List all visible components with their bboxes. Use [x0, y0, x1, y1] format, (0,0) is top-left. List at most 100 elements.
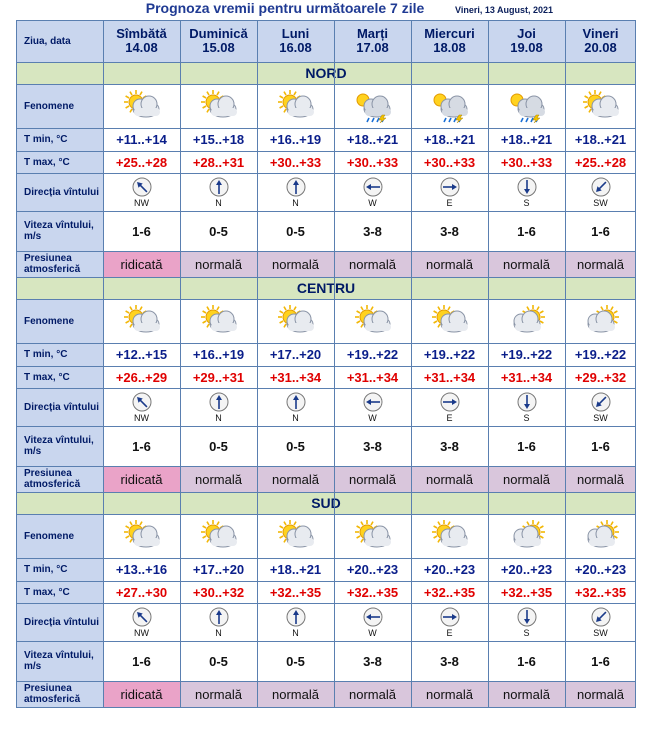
pressure-value: ridicată [103, 251, 180, 277]
partly-cloudy-sun-icon [354, 520, 391, 548]
tmin-value: +16..+19 [192, 347, 245, 362]
tmax-value: +30..+33 [500, 154, 553, 170]
grid-line [16, 707, 636, 708]
weather-cell [411, 514, 488, 558]
partly-cloudy-sun-icon [431, 305, 468, 333]
wind-speed-value: 3-8 [440, 438, 459, 454]
wind-speed-value: 1-6 [591, 438, 610, 454]
wind-direction-label: S [523, 197, 530, 208]
wind-direction-label: E [446, 197, 453, 208]
row-label-wind-dir: Direcția vîntului [16, 388, 103, 426]
wind-direction-label: N [292, 627, 299, 638]
storm-cloud-rain-icon [510, 93, 545, 123]
wind-direction-label: W [368, 627, 377, 638]
grid-line [16, 388, 636, 389]
compass-icon [591, 177, 610, 196]
wind-direction-cell: NW [103, 173, 180, 211]
row-label-wind-speed: Viteza vîntului, m/s [16, 426, 103, 466]
pressure-value: normală [334, 681, 411, 707]
day-name: Duminică [189, 26, 248, 41]
row-label-phenomena: Fenomene [16, 514, 103, 558]
tmax-value: +30..+33 [423, 154, 476, 170]
wind-direction-cell: N [257, 388, 334, 426]
sun-cloudy-icon [587, 520, 619, 548]
day-name: Luni [281, 26, 310, 41]
tmax-value: +25..+28 [574, 154, 627, 170]
day-header-6: Joi 19.08 [488, 20, 565, 62]
wind-direction-cell: SW [565, 173, 636, 211]
day-name: Marți [356, 26, 389, 41]
tmin-value: +18..+21 [423, 132, 476, 147]
tmax-value: +28..+31 [192, 154, 245, 170]
grid-line [16, 581, 636, 582]
weather-cell [257, 514, 334, 558]
grid-line [16, 343, 636, 344]
weather-cell [103, 514, 180, 558]
tmin-value: +20..+23 [500, 562, 553, 577]
grid-line [16, 681, 636, 682]
wind-direction-cell: NW [103, 603, 180, 641]
grid-line [257, 20, 258, 707]
day-date: 14.08 [125, 40, 158, 55]
wind-speed-value: 3-8 [363, 438, 382, 454]
wind-direction-cell: W [334, 173, 411, 211]
compass-icon [517, 392, 536, 411]
partly-cloudy-sun-icon [277, 520, 314, 548]
row-label-tmin: T min, °C [16, 343, 103, 366]
sun-cloudy-icon [513, 305, 545, 333]
partly-cloudy-sun-icon [123, 520, 160, 548]
tmax-value: +27..+30 [115, 584, 168, 600]
wind-speed-value: 3-8 [363, 653, 382, 669]
wind-direction-label: S [523, 412, 530, 423]
tmin-value: +20..+23 [423, 562, 476, 577]
weather-cell [334, 514, 411, 558]
weather-cell [334, 299, 411, 343]
tmax-value: +31..+34 [500, 369, 553, 385]
grid-line [16, 251, 636, 252]
wind-speed-value: 3-8 [440, 653, 459, 669]
weather-cell [257, 299, 334, 343]
tmax-value: +32..+35 [574, 584, 627, 600]
wind-direction-cell: S [488, 603, 565, 641]
wind-direction-cell: S [488, 173, 565, 211]
day-header-1: Sîmbătă 14.08 [103, 20, 180, 62]
grid-line [16, 128, 636, 129]
compass-icon [286, 177, 305, 196]
tmin-value: +19..+22 [574, 347, 627, 362]
pressure-value: normală [180, 466, 257, 492]
day-header-7: Vineri 20.08 [565, 20, 636, 62]
partly-cloudy-sun-icon [123, 90, 160, 118]
day-date: 20.08 [584, 40, 617, 55]
storm-cloud-rain-icon [433, 93, 468, 123]
grid-line [16, 366, 636, 367]
wind-speed-value: 1-6 [132, 223, 151, 239]
tmin-value: +16..+19 [269, 132, 322, 147]
compass-icon [132, 177, 151, 196]
wind-direction-label: NW [134, 197, 149, 208]
grid-line [16, 84, 636, 85]
wind-direction-cell: E [411, 603, 488, 641]
partly-cloudy-sun-icon [277, 305, 314, 333]
tmin-value: +17..+20 [269, 347, 322, 362]
pressure-value: normală [488, 251, 565, 277]
wind-direction-label: SW [593, 627, 608, 638]
wind-direction-label: SW [593, 197, 608, 208]
day-date: 16.08 [279, 40, 312, 55]
tmin-value: +20..+23 [574, 562, 627, 577]
day-header-2: Duminică 15.08 [180, 20, 257, 62]
wind-speed-value: 1-6 [591, 653, 610, 669]
region-title: NORD [16, 62, 636, 84]
day-name: Miercuri [424, 26, 475, 41]
weather-cell [565, 84, 636, 128]
tmin-value: +18..+21 [500, 132, 553, 147]
wind-direction-cell: W [334, 388, 411, 426]
issue-date: Vineri, 13 August, 2021 [455, 5, 554, 15]
weather-cell [334, 84, 411, 128]
wind-speed-value: 0-5 [209, 438, 228, 454]
tmax-value: +32..+35 [346, 584, 399, 600]
pressure-value: normală [565, 681, 636, 707]
wind-speed-value: 1-6 [132, 438, 151, 454]
tmax-value: +29..+32 [574, 369, 627, 385]
wind-speed-value: 3-8 [363, 223, 382, 239]
wind-direction-label: E [446, 412, 453, 423]
